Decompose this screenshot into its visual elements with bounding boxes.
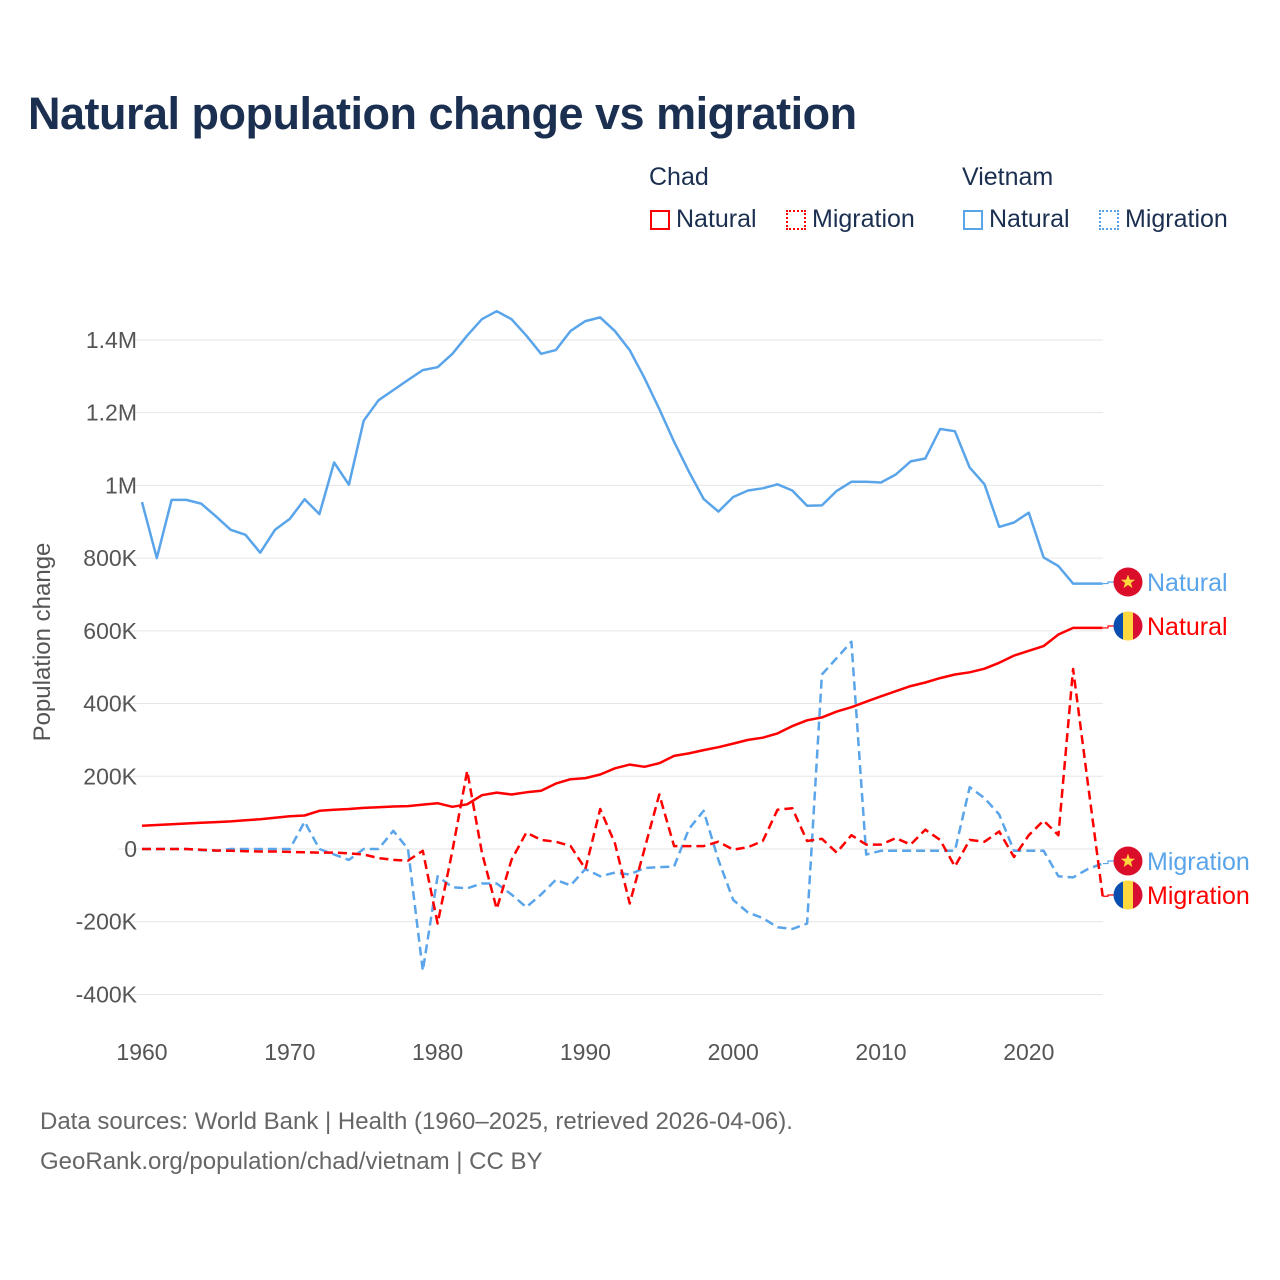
end-label-connector: [1103, 894, 1114, 897]
y-tick-label: 800K: [83, 545, 137, 571]
x-tick-label: 2000: [708, 1039, 759, 1065]
y-tick-label: 200K: [83, 763, 137, 789]
series-line-chad-natural[interactable]: [141, 626, 1103, 827]
x-tick-label: 2010: [855, 1039, 906, 1065]
vietnam-flag-icon: [1113, 567, 1143, 597]
y-tick-label: 1.4M: [86, 327, 137, 353]
y-tick-label: -400K: [76, 981, 138, 1007]
chad-flag-icon: [1113, 880, 1143, 910]
x-tick-label: 1980: [412, 1039, 463, 1065]
legend-label: Natural: [676, 205, 757, 233]
y-axis-label: Population change: [29, 543, 56, 742]
end-label-connector: [1103, 581, 1114, 585]
dotted-swatch-icon: [786, 209, 806, 230]
y-tick-label: 600K: [83, 618, 137, 644]
footer-sources: Data sources: World Bank | Health (1960–…: [40, 1108, 793, 1135]
footer-attribution[interactable]: GeoRank.org/population/chad/vietnam | CC…: [40, 1148, 543, 1175]
series-line-vietnam-natural[interactable]: [140, 309, 1103, 585]
y-tick-label: 400K: [83, 691, 137, 717]
legend-group-vietnam: Vietnam: [962, 163, 1054, 191]
legend-chad-natural[interactable]: Natural: [650, 205, 757, 234]
x-tick-label: 2020: [1003, 1039, 1054, 1065]
y-tick-label: 1.2M: [86, 400, 137, 426]
x-tick-label: 1990: [560, 1039, 611, 1065]
y-tick-label: 1M: [105, 472, 137, 498]
end-label-connector: [1103, 860, 1114, 865]
y-tick-label: 0: [124, 836, 137, 862]
series-end-label: Migration: [1147, 882, 1250, 910]
legend-label: Migration: [812, 205, 915, 233]
solid-swatch-icon: [650, 209, 670, 230]
legend-chad-migration[interactable]: Migration: [786, 205, 915, 234]
y-tick-label: -200K: [76, 909, 138, 935]
series-end-label: Natural: [1147, 613, 1228, 641]
x-tick-label: 1960: [116, 1039, 167, 1065]
series-end-label: Migration: [1147, 848, 1250, 876]
chart-title: Natural population change vs migration: [28, 88, 857, 139]
legend-vietnam-migration[interactable]: Migration: [1099, 205, 1228, 234]
vietnam-flag-icon: [1113, 846, 1143, 876]
series-end-label: Natural: [1147, 569, 1228, 597]
legend-vietnam-natural[interactable]: Natural: [963, 205, 1070, 234]
x-tick-label: 1970: [264, 1039, 315, 1065]
dotted-swatch-icon: [1099, 209, 1119, 230]
end-label-connector: [1103, 625, 1114, 629]
legend-label: Natural: [989, 205, 1070, 233]
solid-swatch-icon: [963, 209, 983, 230]
legend-label: Migration: [1125, 205, 1228, 233]
chad-flag-icon: [1113, 611, 1143, 641]
series-line-chad-migration[interactable]: [142, 667, 1104, 925]
legend-group-chad: Chad: [649, 163, 709, 191]
